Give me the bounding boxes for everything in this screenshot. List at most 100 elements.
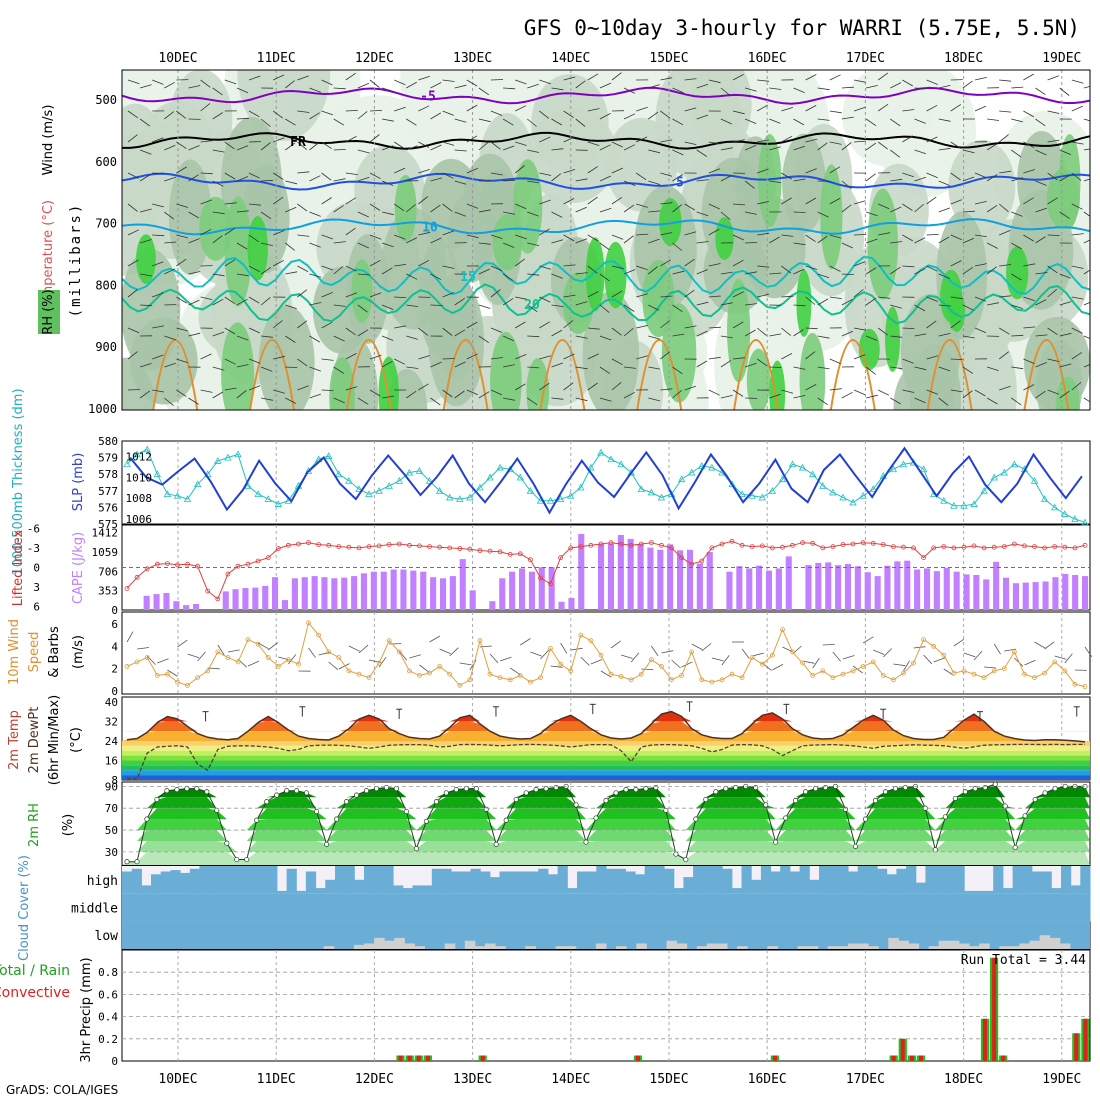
wind-barb (926, 320, 937, 329)
wind-barb (926, 265, 938, 272)
wind-barb (696, 301, 709, 306)
wind-barb (261, 335, 274, 338)
wind-barb (478, 87, 490, 96)
cape-bar (459, 559, 466, 610)
precip-conv-bar (635, 1055, 640, 1061)
wind-barb (1071, 79, 1084, 84)
wind-barb (757, 265, 770, 268)
wind-barb (805, 197, 817, 205)
thickness-point (587, 463, 595, 471)
precip-conv-bar (772, 1055, 777, 1061)
temp-band (122, 740, 1090, 746)
rh-shade-blob (136, 234, 156, 284)
wind-speed-point (507, 677, 513, 683)
wind-barb (297, 75, 309, 81)
wind-barb (551, 87, 564, 91)
wind-barb (623, 113, 636, 120)
cape-bar (311, 576, 318, 610)
wind-barb (817, 397, 828, 406)
cloud-high-bar (393, 885, 404, 894)
cloud-high-bar (160, 871, 171, 894)
wind-barb (781, 107, 794, 112)
cape-bar (924, 568, 931, 610)
wind-barb (369, 203, 381, 211)
wind-barb (236, 117, 249, 120)
cloud-low-bar (364, 943, 375, 949)
wind10m-barb (963, 652, 976, 658)
thickness-point (254, 490, 262, 498)
rh-point (573, 802, 579, 808)
wind-barb (696, 83, 709, 89)
wind-barb (551, 329, 563, 337)
wind-barb (987, 118, 1000, 121)
li-point (951, 545, 957, 551)
wind10m-barb (782, 646, 794, 653)
date-top-label: 11DEC (257, 51, 296, 66)
wind-barb (164, 362, 176, 368)
wind-barb (1059, 363, 1072, 368)
wind-barb (587, 108, 600, 112)
wind10m-barb (913, 646, 926, 649)
wind-barb (466, 167, 478, 174)
thickness-point (193, 480, 202, 488)
cloud-low-bar (1059, 943, 1071, 949)
date-bottom-label: 16DEC (748, 1072, 787, 1087)
wind-barb (260, 297, 271, 306)
wind-barb (200, 140, 213, 143)
wind-barb (611, 141, 623, 148)
cloud-mid-bar (525, 893, 536, 922)
wind-barb (527, 118, 537, 127)
wind-barb (1047, 358, 1060, 362)
wind-barb (769, 180, 782, 183)
wind-barb (1023, 197, 1034, 205)
cape-bar (953, 571, 960, 610)
wind-barb (720, 335, 733, 339)
rh-shade-blob (526, 358, 550, 410)
wind-barb (490, 141, 501, 150)
wind-barb (902, 234, 913, 242)
wind-barb (950, 234, 962, 241)
isotherm-line (122, 86, 1090, 105)
wind-barb (309, 273, 322, 278)
rh-point (124, 859, 130, 865)
wind-barb (1047, 75, 1059, 81)
wind-barb (418, 259, 430, 267)
wind-barb (708, 295, 721, 298)
wind-barb (236, 242, 248, 250)
thickness-point (355, 485, 363, 493)
rh-point (962, 789, 968, 795)
wind10m-barb (600, 670, 612, 678)
ua-ylabel-rh: RH (%) (41, 289, 56, 334)
wind10m-barb (398, 650, 408, 661)
wind-barb (950, 296, 963, 300)
wind-barb (309, 393, 321, 399)
cloud-low-bar (464, 940, 476, 949)
cloud-level-label: high (87, 874, 118, 889)
wind-barb (309, 366, 321, 372)
wind-barb (902, 79, 913, 87)
thickness-point (617, 460, 625, 468)
wind-barb (672, 174, 683, 182)
cape-bar (558, 601, 565, 610)
wind10m-barb (832, 651, 841, 662)
wind-speed-point (638, 671, 644, 677)
rh-point (932, 847, 938, 853)
wind-speed-point (175, 679, 180, 685)
rh-point (443, 790, 449, 796)
cloud-high-bar (683, 877, 694, 894)
wind-barb (732, 110, 745, 115)
thickness-point (970, 500, 978, 507)
precip-conv-bar (1083, 1018, 1088, 1061)
surface-temp-contour (1023, 339, 1070, 410)
slp-tick-label: 1010 (126, 471, 153, 484)
li-tick-label: 6 (33, 601, 40, 614)
wind-barb (1035, 149, 1047, 156)
wind-barb (865, 118, 877, 127)
li-point (941, 544, 947, 549)
wind-speed-point (427, 670, 432, 676)
cloud-low-bar (1039, 935, 1051, 949)
cloud-mid-bar (727, 893, 738, 922)
wind-barb (1011, 118, 1023, 123)
rh-shade-blob (796, 269, 812, 337)
thickness-point (1010, 460, 1019, 468)
